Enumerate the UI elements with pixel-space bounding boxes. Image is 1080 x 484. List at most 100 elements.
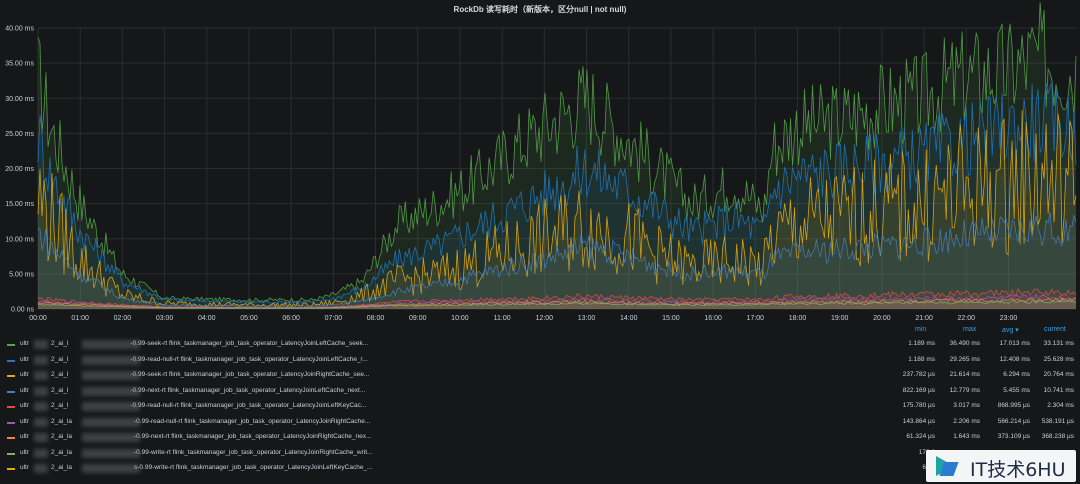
legend-max: 36.490 ms: [949, 340, 980, 347]
series-line: [37, 211, 1077, 308]
redaction-blur: [34, 402, 48, 411]
y-tick-label: 5.00 ms: [9, 271, 34, 278]
legend-max: 3.017 ms: [953, 402, 980, 409]
watermark-text: IT技术6HU: [970, 459, 1066, 481]
x-tick-label: 00:00: [29, 315, 47, 322]
legend-row[interactable]: ultr 2_ai_l -0.99-seek-rt flink_taskmanage…: [0, 338, 1080, 354]
legend-series-label: -0.99-write-rt flink_taskmanager_job_tas…: [134, 448, 373, 456]
series-area: [38, 2, 1076, 310]
legend-min: 1.188 ms: [908, 355, 935, 363]
legend-header-current[interactable]: current: [1044, 326, 1066, 333]
series-line: [37, 81, 1077, 305]
legend-avg: 12.408 ms: [999, 355, 1030, 363]
legend-series-prefix: ultr: [20, 355, 30, 363]
x-tick-label: 06:00: [282, 315, 300, 322]
x-tick-label: 13:00: [578, 315, 596, 322]
legend-series-seg: 2_ai_l: [51, 355, 69, 363]
legend-series-prefix: ultr: [20, 433, 30, 440]
y-tick-label: 15.00 ms: [5, 201, 34, 208]
series-area: [38, 212, 1076, 309]
legend-series-prefix: ultr: [20, 371, 30, 378]
legend-swatch: [7, 406, 15, 408]
legend-row[interactable]: ultr 2_ai_la -0.99-write-rt flink_taskmana…: [0, 447, 1080, 463]
legend-series-name[interactable]: ultr 2_ai_l -0.99-next-rt flink_taskmanage…: [20, 387, 365, 394]
legend-max: 12.779 ms: [949, 386, 980, 394]
legend-current: 25.628 ms: [1043, 355, 1074, 363]
legend-series-name[interactable]: ultr 2_ai_la s-0.99-write-rt flink_taskman…: [20, 464, 372, 471]
x-tick-label: 08:00: [367, 315, 385, 322]
legend-min: 1.189 ms: [908, 340, 935, 347]
legend-series-name[interactable]: ultr 2_ai_la -0.99-read-null-rt flink_task…: [20, 418, 370, 425]
legend-header-avg[interactable]: avg ▾: [1002, 327, 1019, 334]
y-tick-label: 10.00 ms: [5, 236, 34, 243]
legend-series-label: -0.99-next-rt flink_taskmanager_job_task…: [134, 433, 372, 440]
legend-min: 143.864 µs: [902, 417, 935, 425]
x-tick-label: 18:00: [789, 315, 807, 322]
legend-min: 237.782 µs: [902, 371, 935, 378]
legend-avg: 868.995 µs: [997, 402, 1030, 409]
legend-row[interactable]: ultr 2_ai_la -0.99-read-null-rt flink_task…: [0, 416, 1080, 432]
series-line: [37, 110, 1077, 309]
x-tick-label: 01:00: [71, 315, 89, 322]
x-tick-label: 19:00: [831, 315, 849, 322]
legend-current: 33.131 ms: [1043, 340, 1074, 347]
legend-series-prefix: ultr: [20, 340, 30, 347]
legend-row[interactable]: ultr 2_ai_l -0.99-seek-rt flink_taskmanage…: [0, 369, 1080, 385]
legend-series-name[interactable]: ultr 2_ai_l -0.99-read-null-rt flink_taskm…: [20, 356, 368, 363]
legend-avg: 5.455 ms: [1003, 386, 1030, 394]
legend-max: 1.643 ms: [953, 433, 980, 440]
x-tick-label: 05:00: [240, 315, 258, 322]
x-tick-label: 11:00: [494, 315, 511, 322]
y-tick-label: 0.00 ns: [11, 307, 34, 314]
y-tick-label: 35.00 ms: [5, 61, 34, 68]
y-tick-label: 20.00 ms: [5, 166, 34, 173]
legend-series-name[interactable]: ultr 2_ai_l -0.99-seek-rt flink_taskmanage…: [20, 371, 369, 378]
x-tick-label: 16:00: [704, 315, 722, 322]
x-tick-label: 09:00: [409, 315, 427, 322]
legend-avg: 17.013 ms: [999, 340, 1030, 347]
x-tick-label: 10:00: [451, 315, 469, 322]
legend-series-seg: 2_ai_l: [51, 340, 69, 347]
x-tick-label: 21:00: [915, 315, 933, 322]
legend-row[interactable]: ultr 2_ai_l -0.99-read-null-rt flink_taskm…: [0, 400, 1080, 416]
redaction-blur: [34, 355, 48, 365]
legend-series-name[interactable]: ultr 2_ai_l -0.99-read-null-rt flink_taskm…: [20, 402, 366, 409]
legend-row[interactable]: ultr 2_ai_l -0.99-read-null-rt flink_taskm…: [0, 354, 1080, 370]
legend-current: 538.191 µs: [1041, 417, 1074, 425]
legend-series-label: -0.99-seek-rt flink_taskmanager_job_task…: [130, 340, 369, 347]
series-line: [37, 293, 1077, 309]
redaction-blur: [82, 402, 140, 411]
legend-series-seg: 2_ai_la: [51, 464, 72, 471]
y-tick-label: 30.00 ms: [5, 96, 34, 103]
legend-series-label: -0.99-read-null-rt flink_taskmanager_job…: [130, 402, 367, 409]
legend-series-seg: 2_ai_l: [51, 402, 69, 409]
legend-series-label: -0.99-next-rt flink_taskmanager_job_task…: [130, 386, 366, 394]
legend-row[interactable]: ultr 2_ai_l -0.99-next-rt flink_taskmanage…: [0, 385, 1080, 401]
x-tick-label: 12:00: [536, 315, 554, 322]
legend-series-label: s-0.99-write-rt flink_taskmanager_job_ta…: [134, 464, 373, 471]
legend-swatch: [7, 375, 15, 377]
legend-series-label: -0.99-seek-rt flink_taskmanager_job_task…: [130, 371, 370, 378]
legend-series-prefix: ultr: [20, 386, 30, 394]
legend-header-min[interactable]: min: [915, 326, 927, 333]
x-tick-label: 02:00: [114, 315, 132, 322]
legend-series-name[interactable]: ultr 2_ai_la -0.99-write-rt flink_taskmana…: [20, 449, 372, 456]
redaction-blur: [82, 340, 140, 349]
legend-series-seg: 2_ai_la: [51, 433, 72, 440]
x-tick-label: 20:00: [873, 315, 891, 322]
legend-series-prefix: ultr: [20, 402, 30, 409]
redaction-blur: [34, 371, 48, 380]
redaction-blur: [82, 417, 140, 427]
legend-swatch: [7, 437, 15, 439]
watermark-logo: IT技术6HU: [926, 450, 1076, 482]
legend-series-name[interactable]: ultr 2_ai_l -0.99-seek-rt flink_taskmanage…: [20, 340, 368, 347]
legend-row[interactable]: ultr 2_ai_la -0.99-next-rt flink_taskmanag…: [0, 431, 1080, 447]
series-area: [38, 83, 1076, 309]
series-area: [38, 297, 1076, 309]
legend-max: 21.614 ms: [949, 371, 980, 378]
legend-row[interactable]: ultr 2_ai_la s-0.99-write-rt flink_taskman…: [0, 462, 1080, 478]
legend-series-name[interactable]: ultr 2_ai_la -0.99-next-rt flink_taskmanag…: [20, 433, 371, 440]
legend-min: 175.780 µs: [902, 402, 935, 409]
legend-header-max[interactable]: max: [963, 326, 977, 333]
legend-current: 20.764 ms: [1043, 371, 1074, 378]
